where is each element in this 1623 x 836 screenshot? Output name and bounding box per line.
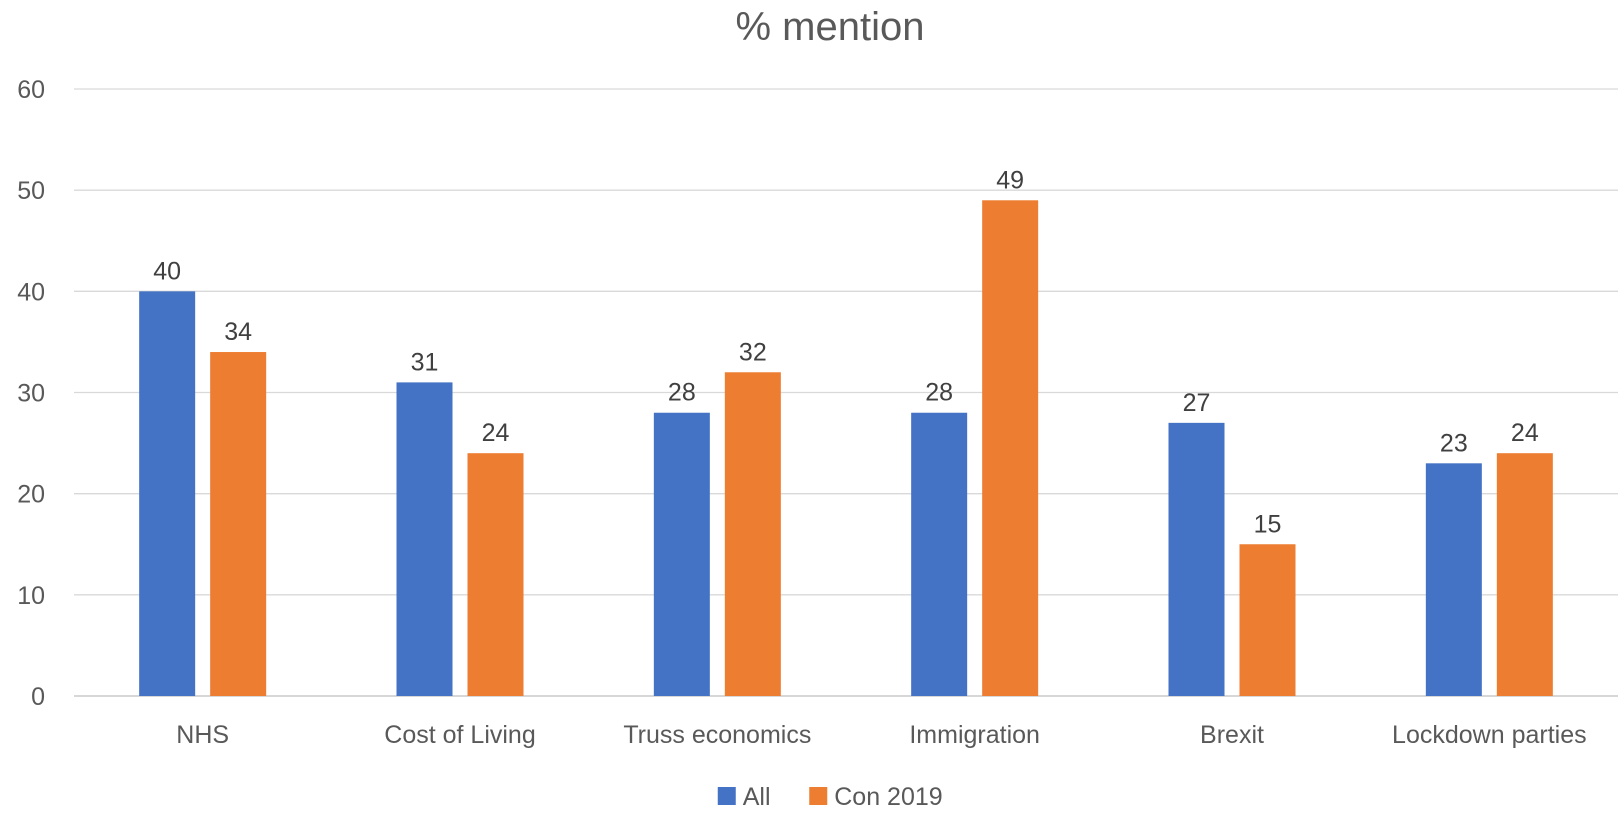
legend-label: Con 2019 [834, 783, 942, 811]
x-category-label: Truss economics [623, 721, 811, 749]
bar-all [396, 382, 453, 696]
bar-con-2019 [1496, 453, 1553, 696]
bar-all [1425, 463, 1482, 696]
x-axis: NHS Cost of Living Truss economics Immigrat… [176, 721, 1586, 749]
data-label: 28 [925, 379, 953, 407]
data-label: 34 [224, 318, 252, 346]
y-tick-label: 50 [17, 177, 45, 205]
legend: All Con 2019 [717, 783, 943, 811]
bar-all [911, 412, 968, 696]
data-label: 24 [482, 419, 510, 447]
data-label: 15 [1254, 510, 1282, 538]
data-label: 32 [739, 338, 767, 366]
data-label: 23 [1440, 429, 1468, 457]
bar-con-2019 [982, 200, 1039, 697]
x-category-label: Brexit [1200, 721, 1264, 749]
gridlines [74, 88, 1618, 697]
data-label: 27 [1183, 389, 1211, 417]
legend-swatch-all [717, 787, 736, 805]
data-label: 31 [411, 348, 439, 376]
y-tick-label: 60 [17, 76, 45, 104]
bar-all [653, 412, 710, 696]
data-labels: 40 34 31 24 28 32 28 49 27 15 23 24 [153, 166, 1539, 538]
x-category-label: Cost of Living [384, 721, 535, 749]
y-tick-label: 30 [17, 380, 45, 408]
chart-title: % mention [736, 5, 925, 49]
legend-label: All [743, 783, 771, 811]
y-tick-label: 40 [17, 278, 45, 306]
legend-swatch-con-2019 [809, 787, 828, 805]
data-label: 40 [153, 257, 181, 285]
data-label: 24 [1511, 419, 1539, 447]
y-axis: 0 10 20 30 40 50 60 [17, 76, 45, 711]
y-tick-label: 20 [17, 481, 45, 509]
y-tick-label: 0 [31, 683, 45, 711]
bar-con-2019 [210, 352, 267, 696]
x-category-label: NHS [176, 721, 229, 749]
bars [139, 200, 1553, 697]
bar-con-2019 [1239, 544, 1296, 696]
bar-all [139, 291, 196, 696]
x-category-label: Immigration [909, 721, 1040, 749]
bar-con-2019 [724, 372, 781, 696]
x-category-label: Lockdown parties [1392, 721, 1587, 749]
bar-all [1168, 422, 1225, 696]
bar-con-2019 [467, 453, 524, 696]
data-label: 28 [668, 379, 696, 407]
y-tick-label: 10 [17, 582, 45, 610]
data-label: 49 [996, 166, 1024, 194]
